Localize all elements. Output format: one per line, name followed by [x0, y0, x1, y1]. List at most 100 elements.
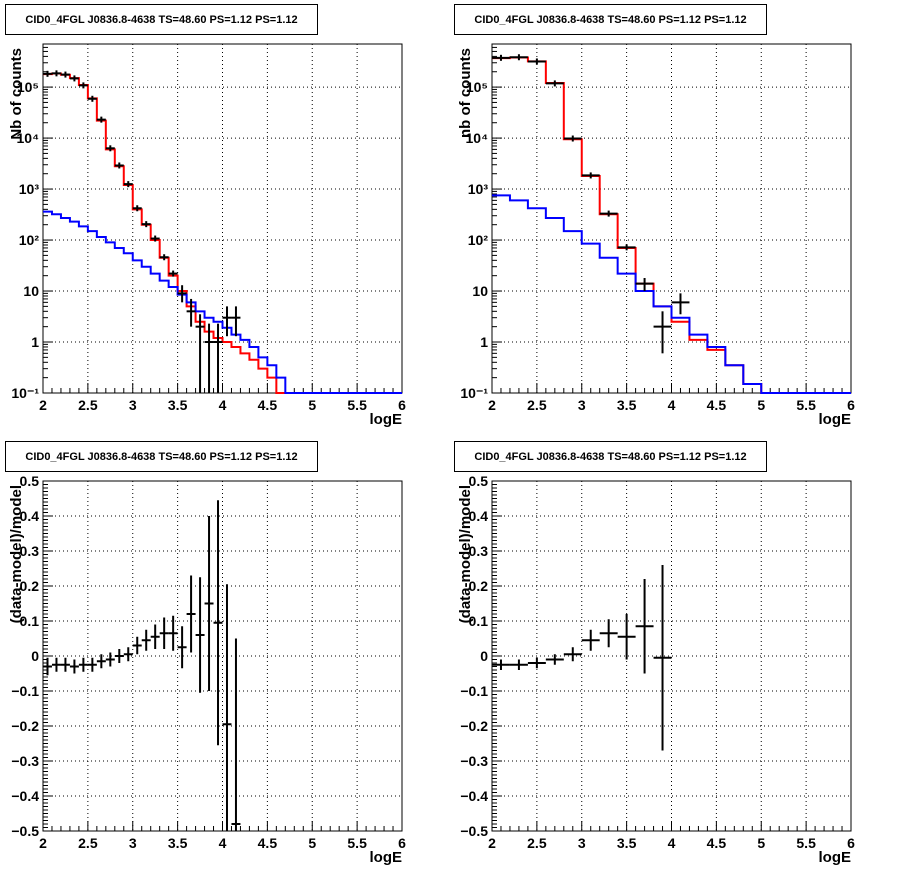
- y-axis-label: nb of counts: [457, 48, 474, 138]
- data-point: [78, 657, 88, 672]
- data-point: [635, 278, 654, 292]
- data-point: [51, 70, 61, 77]
- x-tick-label: 5.5: [796, 835, 816, 851]
- x-tick-label: 3.5: [617, 397, 637, 413]
- x-tick-label: 4: [668, 397, 676, 413]
- x-tick-label: 3.5: [168, 835, 188, 851]
- x-tick-label: 2: [488, 397, 496, 413]
- data-point: [581, 172, 600, 179]
- x-tick-label: 3: [129, 397, 137, 413]
- x-tick-label: 2.5: [527, 835, 547, 851]
- total-model-step-line: [492, 56, 851, 394]
- data-points: [492, 54, 690, 354]
- y-tick-label: −0.1: [11, 683, 39, 699]
- data-point: [204, 323, 214, 393]
- x-tick-label: 3.5: [168, 397, 188, 413]
- data-point: [617, 244, 636, 251]
- x-tick-label: 6: [847, 397, 855, 413]
- data-point: [545, 80, 564, 87]
- data-point: [43, 70, 52, 77]
- y-axis: −0.5 −0.4 −0.3 −0.2 −0.1 0 0.1 0.2 0.3 0.4 0.5(dat…: [457, 473, 502, 839]
- y-tick-label: 10⁵: [17, 79, 39, 95]
- data-point: [599, 619, 618, 648]
- x-tick-label: 5: [757, 835, 765, 851]
- x-tick-label: 2.5: [527, 397, 547, 413]
- x-tick-label: 6: [847, 835, 855, 851]
- x-tick-label: 4.5: [258, 397, 278, 413]
- data-point: [105, 145, 115, 152]
- data-points: [43, 500, 241, 831]
- y-axis-label: (data-model)/model: [457, 485, 474, 623]
- x-tick-label: 5: [308, 397, 316, 413]
- y-tick-label: 0.2: [469, 578, 489, 594]
- y-tick-label: 0.2: [20, 578, 40, 594]
- data-point: [563, 135, 582, 142]
- data-point: [653, 565, 672, 751]
- data-point: [186, 298, 196, 327]
- data-point: [231, 306, 241, 337]
- x-axis-label: logE: [819, 849, 852, 866]
- data-point: [186, 575, 196, 653]
- panel-2-title: CID0_4FGL J0836.8-4638 TS=48.60 PS=1.12 …: [454, 4, 767, 35]
- x-tick-label: 3: [578, 397, 586, 413]
- data-point: [492, 659, 510, 670]
- x-tick-label: 5: [757, 397, 765, 413]
- y-tick-label: −0.2: [11, 718, 39, 734]
- y-tick-label: 0.5: [469, 473, 489, 489]
- y-axis-label: Nb of counts: [8, 48, 25, 140]
- data-point: [132, 636, 142, 655]
- panel-1-title: CID0_4FGL J0836.8-4638 TS=48.60 PS=1.12 …: [5, 4, 318, 35]
- x-axis-label: logE: [819, 411, 852, 428]
- background-model-step-line: [43, 210, 402, 394]
- y-tick-label: 0.4: [20, 508, 40, 524]
- x-tick-label: 4: [219, 835, 227, 851]
- data-point: [222, 306, 232, 337]
- grid: [492, 481, 851, 831]
- data-point: [204, 516, 214, 691]
- y-tick-label: −0.4: [11, 788, 39, 804]
- data-point: [141, 221, 151, 228]
- y-tick-label: 10: [23, 283, 39, 299]
- data-point: [123, 647, 133, 662]
- data-point: [69, 75, 79, 82]
- data-point: [69, 659, 79, 674]
- x-tick-label: 6: [398, 397, 406, 413]
- x-axis-label: logE: [370, 411, 403, 428]
- x-tick-label: 4.5: [258, 835, 278, 851]
- data-point: [168, 270, 178, 277]
- y-axis-label: (data-model)/model: [8, 485, 25, 623]
- data-point: [527, 657, 546, 669]
- y-tick-label: −0.3: [11, 753, 39, 769]
- data-point: [51, 657, 61, 672]
- x-tick-label: 4.5: [707, 835, 727, 851]
- data-point: [195, 577, 205, 693]
- y-tick-label: 10: [472, 283, 488, 299]
- data-point: [43, 657, 52, 676]
- y-tick-label: 0.1: [469, 613, 489, 629]
- y-tick-label: 0.5: [20, 473, 40, 489]
- data-point: [231, 638, 241, 831]
- x-tick-label: 2: [39, 397, 47, 413]
- y-tick-label: 1: [31, 334, 39, 350]
- data-point: [492, 54, 510, 61]
- x-tick-label: 4: [668, 835, 676, 851]
- x-tick-label: 6: [398, 835, 406, 851]
- data-point: [60, 657, 70, 672]
- data-point: [150, 235, 160, 242]
- y-tick-label: 10⁴: [466, 130, 489, 146]
- data-points: [492, 565, 672, 751]
- data-point: [213, 323, 223, 393]
- data-point: [123, 181, 133, 188]
- data-point: [141, 629, 151, 651]
- y-tick-label: −0.2: [460, 718, 488, 734]
- y-tick-label: 10³: [19, 181, 40, 197]
- y-tick-label: 0: [31, 648, 39, 664]
- data-point: [159, 254, 169, 261]
- y-tick-label: 0.3: [469, 543, 489, 559]
- x-tick-label: 2: [39, 835, 47, 851]
- data-point: [87, 95, 97, 102]
